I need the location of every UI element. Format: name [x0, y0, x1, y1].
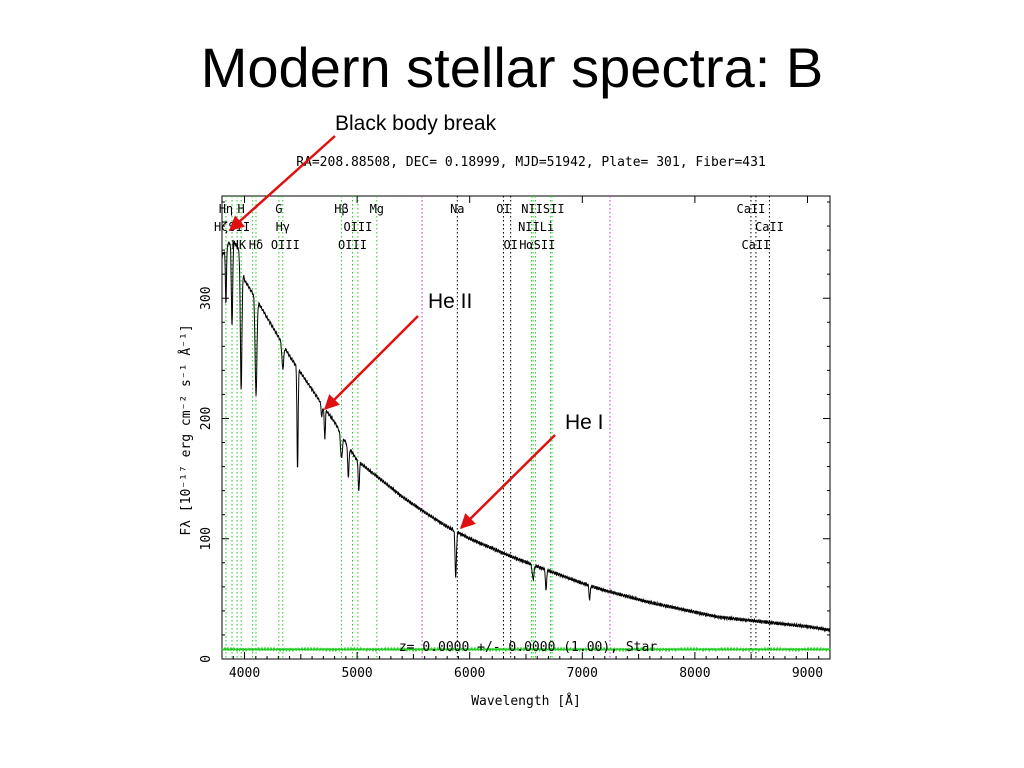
annotation-black-body-break: Black body break	[335, 112, 497, 135]
y-axis-label: Fλ [10⁻¹⁷ erg cm⁻² s⁻¹ Å⁻¹]	[178, 324, 194, 535]
line-label: CaII	[741, 238, 770, 252]
x-axis-label: Wavelength [Å]	[471, 693, 581, 709]
y-tick-label: 100	[199, 527, 214, 550]
arrow-he-ii	[323, 315, 419, 411]
line-label: Mg	[370, 202, 384, 216]
line-label: HK	[232, 238, 247, 252]
y-tick-label: 300	[199, 286, 214, 309]
noise-curve	[221, 646, 831, 653]
y-tick-label: 0	[199, 655, 214, 663]
line-label: HαSII	[519, 238, 555, 252]
line-label: CaII	[737, 202, 766, 216]
x-tick-label: 8000	[679, 666, 710, 681]
slide-title: Modern stellar spectra: B	[200, 36, 824, 99]
x-tick-label: 6000	[454, 666, 485, 681]
line-label: Na	[450, 202, 464, 216]
x-tick-label: 7000	[567, 666, 598, 681]
line-label: OIII	[271, 238, 300, 252]
spectrum-curve	[221, 240, 831, 633]
line-label: Hβ	[334, 202, 348, 216]
arrow-black-body-break	[228, 135, 336, 232]
plot-frame	[221, 195, 831, 660]
x-tick-label: 5000	[341, 666, 372, 681]
line-label: NIISII	[521, 202, 564, 216]
line-markers	[225, 196, 770, 659]
y-tick-label: 200	[199, 407, 214, 430]
annotation-he-ii: He II	[428, 290, 473, 313]
chart-footer: z= 0.0000 +/- 0.0000 (1.00), Star	[399, 640, 657, 655]
arrow-he-i	[459, 434, 556, 530]
annotation-arrows	[228, 135, 556, 530]
line-label: H	[238, 202, 245, 216]
line-labels: HηHGHβMgNaOINIISIICaIIHζSIIHγOIIINIILiCa…	[214, 202, 784, 252]
line-label: Hγ	[276, 220, 290, 234]
x-tick-label: 4000	[229, 666, 260, 681]
line-label: Hδ	[249, 238, 263, 252]
line-label: OIII	[343, 220, 372, 234]
line-label: OIII	[338, 238, 367, 252]
line-label: NIILi	[518, 220, 554, 234]
chart-header: RA=208.88508, DEC= 0.18999, MJD=51942, P…	[296, 155, 766, 170]
line-label: Hη	[219, 202, 233, 216]
axis-ticks: 4000 5000 6000 7000 8000 9000 0 100 200 300	[199, 196, 831, 681]
line-label: G	[275, 202, 282, 216]
line-label: CaII	[755, 220, 784, 234]
annotation-he-i: He I	[565, 411, 604, 434]
line-label: OI	[503, 238, 517, 252]
line-label: OI	[496, 202, 510, 216]
x-tick-label: 9000	[792, 666, 823, 681]
